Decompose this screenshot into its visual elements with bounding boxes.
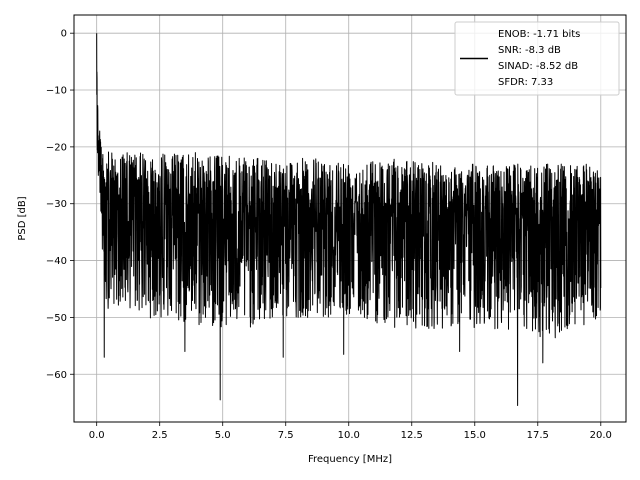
legend: ENOB: -1.71 bits SNR: -8.3 dB SINAD: -8.… [454,21,620,96]
legend-sfdr: SFDR: 7.33 [498,77,553,88]
x-axis: 0.0 2.5 5.0 7.5 10.0 12.5 15.0 17.5 20.0 [89,422,612,441]
y-tick-label: −20 [46,142,67,153]
legend-enob: ENOB: -1.71 bits [498,29,580,40]
x-tick-label: 2.5 [152,430,168,441]
y-tick-label: −40 [46,256,67,267]
x-tick-label: 5.0 [215,430,231,441]
x-tick-label: 12.5 [401,430,423,441]
legend-box [454,21,620,96]
y-tick-label: −60 [46,370,67,381]
x-axis-label: Frequency [MHz] [308,454,392,465]
plot-area [96,33,602,407]
x-tick-label: 0.0 [89,430,105,441]
legend-sinad: SINAD: -8.52 dB [498,61,578,72]
y-axis: 0 −10 −20 −30 −40 −50 −60 [46,29,74,381]
x-tick-label: 17.5 [527,430,549,441]
axes-frame [73,14,627,423]
y-tick-label: −10 [46,86,67,97]
y-tick-label: −50 [46,313,67,324]
psd-series-line [96,33,602,407]
x-tick-label: 10.0 [338,430,360,441]
legend-snr: SNR: -8.3 dB [498,45,561,56]
y-tick-label: 0 [61,29,67,40]
x-tick-label: 20.0 [590,430,612,441]
y-axis-label: PSD [dB] [17,196,28,240]
x-tick-label: 15.0 [464,430,486,441]
x-tick-label: 7.5 [278,430,294,441]
y-tick-label: −30 [46,199,67,210]
